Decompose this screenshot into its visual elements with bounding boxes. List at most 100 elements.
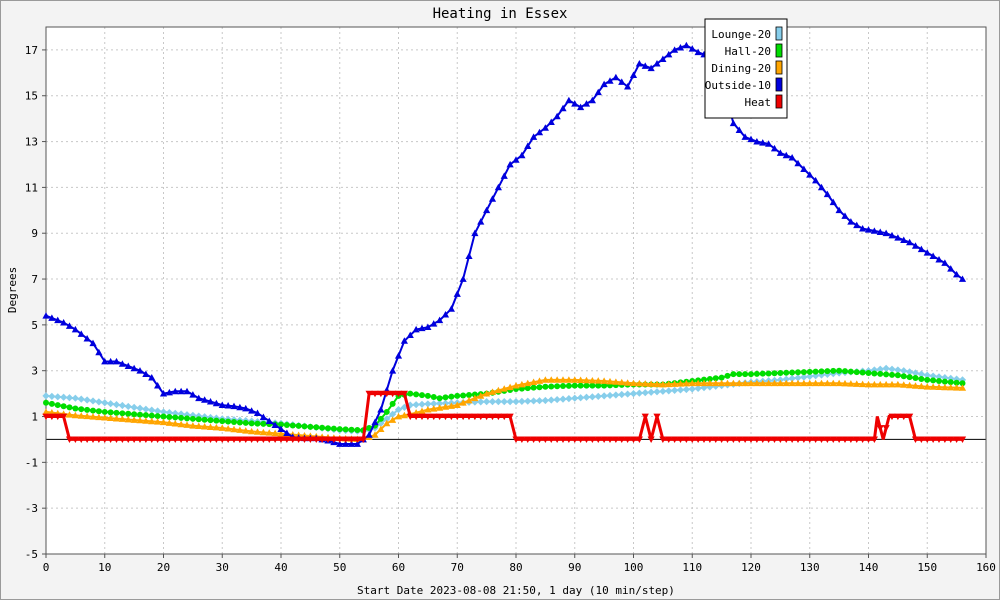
data-point xyxy=(571,394,579,402)
data-point xyxy=(624,379,632,386)
data-point xyxy=(259,436,267,444)
data-point xyxy=(494,413,502,421)
data-point xyxy=(560,383,566,390)
data-point xyxy=(612,436,620,444)
data-point xyxy=(530,378,538,386)
data-point xyxy=(870,227,878,234)
data-point xyxy=(935,436,943,444)
data-point xyxy=(413,391,420,398)
data-point xyxy=(917,382,925,390)
data-point xyxy=(84,406,91,413)
data-point xyxy=(653,60,661,67)
data-point xyxy=(283,436,291,444)
data-point xyxy=(83,335,91,342)
data-point xyxy=(118,415,126,422)
data-point xyxy=(195,422,203,430)
data-point xyxy=(248,436,256,444)
data-point xyxy=(48,413,56,421)
data-point xyxy=(319,424,326,431)
data-point xyxy=(776,379,784,387)
data-point xyxy=(701,376,707,383)
data-point xyxy=(618,378,626,386)
data-point xyxy=(271,436,279,444)
data-point xyxy=(941,378,948,385)
data-point xyxy=(377,415,384,422)
data-point xyxy=(812,368,819,375)
data-point xyxy=(682,41,690,49)
x-tick-label: 140 xyxy=(859,561,879,574)
data-point xyxy=(635,436,643,444)
data-point xyxy=(447,305,455,312)
data-point xyxy=(653,388,661,396)
data-point xyxy=(923,383,931,390)
data-point xyxy=(441,413,450,421)
data-point xyxy=(765,140,773,147)
data-point xyxy=(582,376,591,384)
data-point xyxy=(436,316,444,324)
data-point xyxy=(835,436,843,444)
legend-swatch xyxy=(775,43,783,58)
data-point xyxy=(817,436,826,444)
data-point xyxy=(342,440,350,447)
data-point xyxy=(365,390,373,398)
x-axis-label: Start Date 2023-08-08 21:50, 1 day (10 m… xyxy=(357,584,675,597)
data-point xyxy=(488,195,497,202)
data-point xyxy=(912,375,919,382)
data-point xyxy=(718,379,726,387)
data-point xyxy=(571,100,579,107)
x-tick-label: 80 xyxy=(509,561,522,574)
data-point xyxy=(330,436,338,444)
data-point xyxy=(42,413,50,421)
data-point xyxy=(624,390,632,398)
data-point xyxy=(859,225,867,232)
x-tick-label: 90 xyxy=(568,561,581,574)
data-point xyxy=(706,383,714,391)
data-point xyxy=(236,419,243,426)
data-point xyxy=(83,436,91,444)
data-point xyxy=(888,365,896,373)
data-point xyxy=(812,176,820,184)
data-point xyxy=(771,370,778,377)
data-point xyxy=(142,417,150,424)
data-point xyxy=(741,133,749,140)
data-point xyxy=(888,231,896,239)
data-point xyxy=(917,436,925,444)
data-point xyxy=(189,415,196,422)
grid-layer xyxy=(46,27,986,554)
legend-label: Outside-10 xyxy=(705,79,771,92)
data-point xyxy=(242,419,249,426)
y-tick-label: 5 xyxy=(31,319,38,332)
data-point xyxy=(629,379,638,387)
data-point xyxy=(353,436,361,444)
data-point xyxy=(506,398,514,406)
y-tick-label: 11 xyxy=(25,181,38,194)
data-point xyxy=(459,399,467,406)
data-point xyxy=(119,410,126,417)
data-point xyxy=(547,396,555,404)
data-point xyxy=(618,436,626,444)
data-point xyxy=(277,425,285,433)
data-point xyxy=(794,159,802,167)
legend-swatch xyxy=(775,77,783,92)
data-point xyxy=(524,385,531,392)
data-point xyxy=(871,370,878,377)
data-point xyxy=(112,414,121,422)
data-point xyxy=(583,382,590,389)
data-point xyxy=(412,401,420,409)
data-point xyxy=(588,436,596,444)
data-point xyxy=(488,398,497,406)
data-point xyxy=(565,395,573,403)
data-point xyxy=(936,378,942,385)
data-point xyxy=(206,436,215,444)
data-point xyxy=(224,436,232,444)
series-hall-20 xyxy=(43,367,966,434)
data-point xyxy=(923,436,931,444)
data-point xyxy=(95,408,102,415)
data-point xyxy=(212,436,220,444)
data-point xyxy=(124,362,132,369)
data-point xyxy=(178,414,185,421)
data-point xyxy=(60,413,68,421)
data-point xyxy=(577,436,585,444)
data-point xyxy=(859,380,867,388)
data-point xyxy=(195,394,203,402)
